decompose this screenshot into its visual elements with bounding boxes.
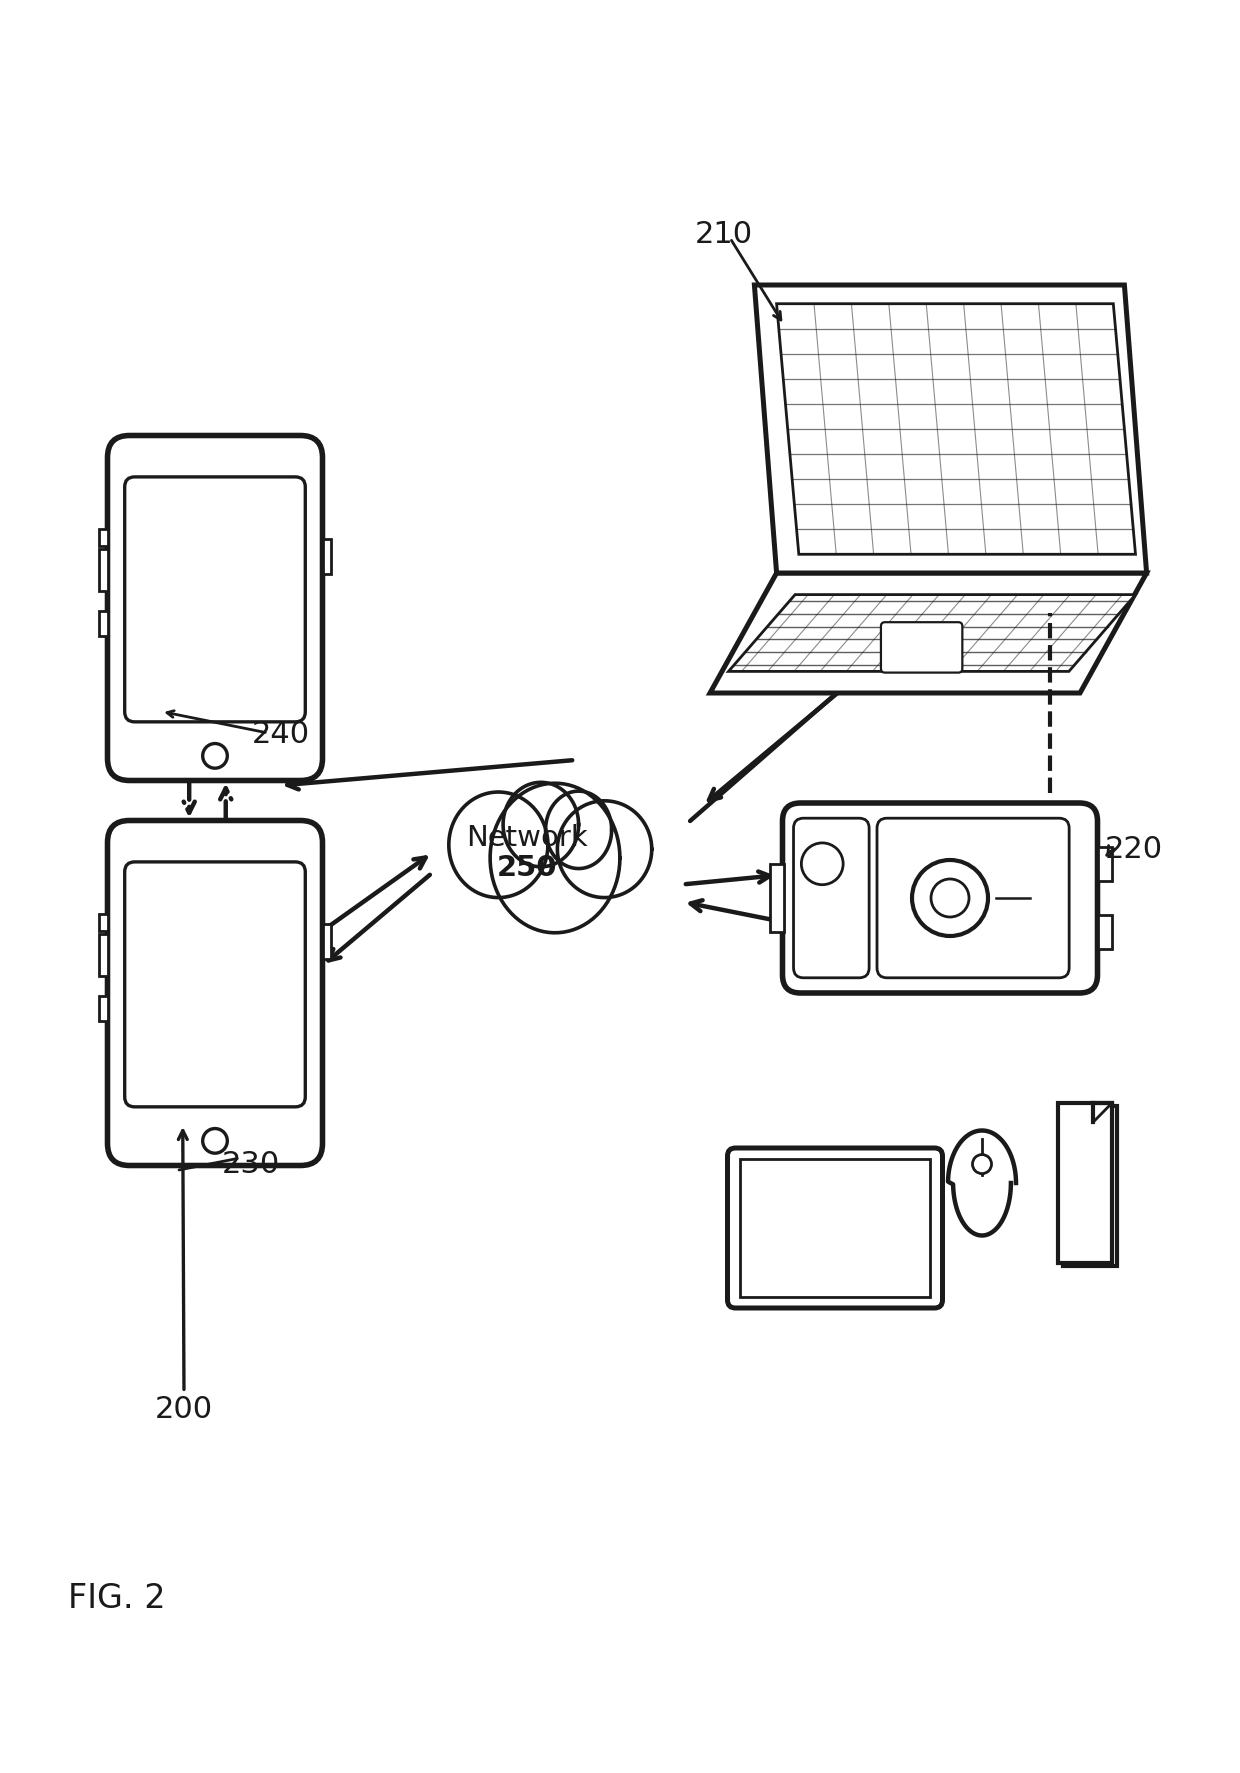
Bar xyxy=(1097,847,1112,881)
Bar xyxy=(322,539,331,573)
Text: 220: 220 xyxy=(1105,835,1163,863)
Bar xyxy=(740,1160,930,1296)
Polygon shape xyxy=(546,791,611,869)
Bar xyxy=(99,528,108,546)
FancyBboxPatch shape xyxy=(782,803,1097,993)
Bar xyxy=(99,550,108,590)
Bar xyxy=(322,924,331,959)
Bar xyxy=(99,612,108,635)
Text: 200: 200 xyxy=(155,1131,213,1424)
Polygon shape xyxy=(949,1131,1016,1236)
FancyBboxPatch shape xyxy=(125,862,305,1106)
FancyBboxPatch shape xyxy=(877,817,1069,977)
Polygon shape xyxy=(558,801,652,897)
Circle shape xyxy=(202,743,227,768)
Bar xyxy=(1058,1103,1112,1262)
Text: 210: 210 xyxy=(694,220,753,248)
Bar xyxy=(1064,1106,1117,1266)
Circle shape xyxy=(931,879,968,917)
Bar xyxy=(99,934,108,975)
Polygon shape xyxy=(490,784,620,933)
Polygon shape xyxy=(729,594,1136,672)
Bar xyxy=(770,863,784,933)
FancyBboxPatch shape xyxy=(880,622,962,672)
Bar xyxy=(99,913,108,931)
Text: 240: 240 xyxy=(252,720,310,748)
Circle shape xyxy=(202,1129,227,1152)
FancyBboxPatch shape xyxy=(125,477,305,722)
Circle shape xyxy=(911,860,988,936)
Polygon shape xyxy=(776,303,1136,555)
Polygon shape xyxy=(449,793,548,897)
FancyBboxPatch shape xyxy=(794,817,869,977)
FancyBboxPatch shape xyxy=(108,821,322,1165)
Bar xyxy=(99,996,108,1021)
Text: FIG. 2: FIG. 2 xyxy=(68,1582,166,1615)
Polygon shape xyxy=(754,285,1147,573)
Text: 250: 250 xyxy=(497,855,557,881)
Polygon shape xyxy=(711,573,1147,693)
Bar xyxy=(1097,915,1112,949)
FancyBboxPatch shape xyxy=(728,1147,942,1308)
Circle shape xyxy=(801,842,843,885)
Circle shape xyxy=(972,1154,992,1174)
Text: Network: Network xyxy=(466,824,588,853)
FancyBboxPatch shape xyxy=(108,436,322,780)
Text: 230: 230 xyxy=(222,1151,280,1179)
Polygon shape xyxy=(503,782,579,867)
